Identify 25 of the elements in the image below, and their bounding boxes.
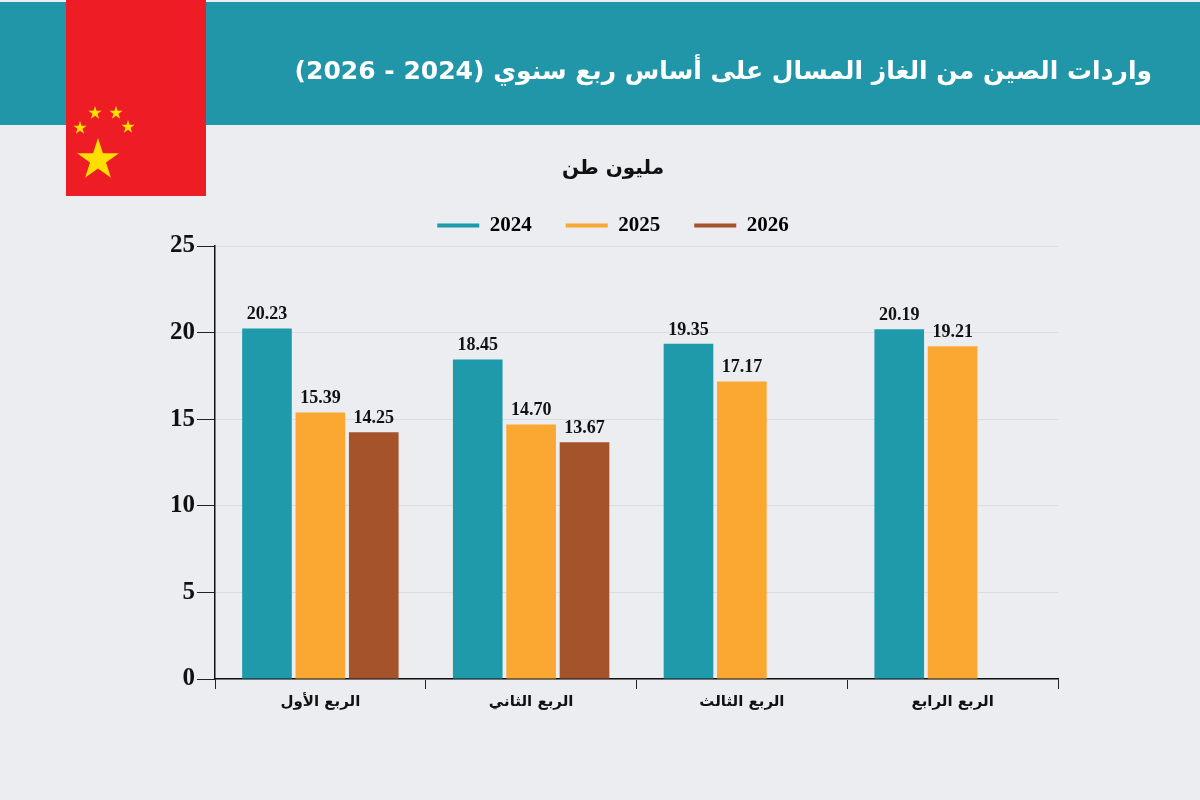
data-label: 14.25 — [353, 406, 395, 427]
y-tick-label: 20 — [170, 317, 195, 345]
y-tick-label: 5 — [182, 576, 195, 604]
data-label: 15.39 — [300, 387, 341, 408]
chart-subtitle: مليون طن — [561, 155, 665, 180]
chart-title: واردات الصين من الغاز المسال على أساس ربع سنوي (2024 - 2026) — [294, 56, 1152, 85]
y-tick-label: 10 — [170, 490, 195, 518]
data-label: 20.19 — [878, 303, 920, 324]
data-label: 20.23 — [246, 303, 288, 324]
data-label: 19.21 — [932, 320, 973, 341]
legend-label: 2025 — [618, 211, 661, 236]
data-label: 19.35 — [668, 318, 709, 339]
data-label: 13.67 — [564, 416, 605, 437]
x-tick-label: الربع الأول — [280, 691, 361, 710]
y-tick-label: 15 — [170, 403, 195, 431]
x-tick-label: الربع الثالث — [699, 691, 785, 710]
x-tick-label: الربع الرابع — [911, 691, 994, 710]
data-label: 14.70 — [510, 399, 552, 420]
data-label: 17.17 — [721, 356, 763, 377]
y-tick-label: 25 — [170, 230, 195, 258]
y-tick-label: 0 — [182, 663, 195, 691]
legend-label: 2024 — [489, 211, 533, 236]
legend-label: 2026 — [746, 211, 789, 236]
data-label: 18.45 — [457, 334, 498, 355]
x-tick-label: الربع الثاني — [488, 691, 574, 710]
